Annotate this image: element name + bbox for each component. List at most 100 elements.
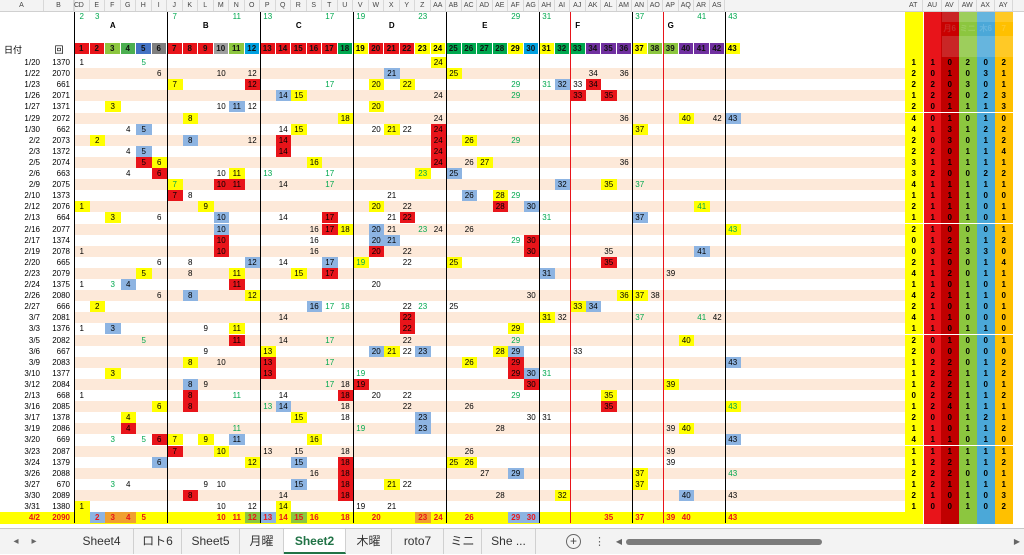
column-header[interactable]: AB	[446, 0, 462, 11]
hit-cell[interactable]: 40	[678, 112, 694, 124]
draw-number-cell[interactable]: 2089	[52, 490, 70, 500]
summary-cell[interactable]: 2	[924, 356, 942, 368]
summary-cell[interactable]: 0	[995, 323, 1013, 335]
summary-cell[interactable]: 1	[924, 212, 942, 224]
summary-cell[interactable]: 1	[959, 412, 977, 424]
hit-cell[interactable]: 4	[126, 169, 131, 178]
hit-cell[interactable]: 27	[480, 468, 490, 478]
summary-cell[interactable]: 1	[977, 234, 995, 246]
summary-cell[interactable]: 1	[924, 156, 942, 168]
column-header[interactable]: AQ	[679, 0, 694, 11]
hit-cell[interactable]: 5	[136, 267, 152, 279]
summary-cell[interactable]: 2	[905, 145, 923, 157]
summary-cell[interactable]: 1	[905, 90, 923, 102]
hit-cell[interactable]: 18	[337, 223, 353, 235]
draw-number-cell[interactable]: 1380	[52, 502, 70, 511]
hit-cell[interactable]: 22	[402, 391, 412, 400]
draw-number-cell[interactable]: 666	[56, 302, 70, 312]
hit-cell[interactable]: 37	[635, 180, 645, 190]
highlight-hit-cell[interactable]: 35	[601, 512, 617, 524]
summary-cell[interactable]: 1	[959, 423, 977, 435]
hit-cell[interactable]: 15	[291, 267, 307, 279]
summary-cell[interactable]: 0	[977, 345, 995, 357]
summary-cell[interactable]: 0	[977, 190, 995, 202]
summary-cell[interactable]: 1	[924, 423, 942, 435]
hit-cell[interactable]: 11	[229, 101, 245, 113]
summary-cell[interactable]: 0	[959, 256, 977, 268]
summary-cell[interactable]: 0	[924, 345, 942, 357]
summary-cell[interactable]: 3	[959, 79, 977, 91]
hit-cell[interactable]: 26	[464, 224, 474, 234]
sheet-tab[interactable]: Sheet5	[182, 529, 240, 554]
date-cell[interactable]: 3/24	[24, 457, 40, 467]
hit-cell[interactable]: 16	[309, 468, 319, 478]
summary-cell[interactable]: 1	[977, 179, 995, 191]
add-sheet-icon[interactable]: +	[566, 534, 581, 549]
date-cell[interactable]: 3/7	[28, 313, 40, 323]
column-header[interactable]: AK	[586, 0, 601, 11]
hit-cell[interactable]: 12	[244, 79, 260, 91]
hit-cell[interactable]: 13	[260, 356, 276, 368]
hit-cell[interactable]: 14	[278, 391, 288, 400]
summary-cell[interactable]: 1	[941, 101, 959, 113]
highlight-hit-cell[interactable]: 10	[213, 512, 229, 524]
hit-cell[interactable]: 20	[368, 245, 384, 257]
hit-cell[interactable]: 22	[402, 202, 412, 212]
summary-cell[interactable]: 1	[959, 234, 977, 246]
summary-cell[interactable]: 1	[995, 79, 1013, 91]
hit-cell[interactable]: 17	[325, 302, 335, 312]
hit-cell[interactable]: 15	[291, 478, 307, 490]
summary-cell[interactable]: 1	[959, 367, 977, 379]
column-header[interactable]: L	[198, 0, 214, 11]
hit-cell[interactable]: 12	[247, 102, 257, 112]
draw-number-cell[interactable]: 2076	[52, 202, 70, 212]
hit-cell[interactable]: 6	[151, 434, 167, 446]
hit-cell[interactable]: 14	[278, 257, 288, 267]
hit-cell[interactable]: 6	[151, 156, 167, 168]
hit-cell[interactable]: 17	[325, 335, 335, 345]
hit-cell[interactable]: 22	[402, 246, 412, 256]
hit-cell[interactable]: 29	[511, 335, 521, 345]
summary-cell[interactable]: 1	[924, 234, 942, 246]
hit-cell[interactable]: 41	[694, 201, 710, 213]
summary-cell[interactable]: 1	[959, 456, 977, 468]
hit-cell[interactable]: 17	[325, 80, 335, 90]
hit-cell[interactable]: 16	[306, 301, 322, 313]
summary-cell[interactable]: 0	[977, 501, 995, 513]
summary-cell[interactable]: 0	[941, 168, 959, 180]
hit-cell[interactable]: 37	[632, 478, 648, 490]
column-header[interactable]: K	[183, 0, 198, 11]
summary-cell[interactable]: 0	[995, 345, 1013, 357]
highlight-hit-cell[interactable]: 5	[136, 512, 152, 524]
summary-cell[interactable]: 0	[995, 434, 1013, 446]
summary-cell[interactable]: 0	[941, 212, 959, 224]
summary-cell[interactable]: 2	[977, 123, 995, 135]
summary-cell[interactable]: 0	[995, 190, 1013, 202]
hit-cell[interactable]: 21	[387, 502, 397, 511]
hit-cell[interactable]: 15	[291, 456, 307, 468]
summary-cell[interactable]: 2	[924, 367, 942, 379]
hit-cell[interactable]: 18	[340, 302, 350, 312]
column-header[interactable]: AG	[524, 0, 539, 11]
hit-cell[interactable]: 9	[203, 346, 208, 356]
summary-cell[interactable]: 2	[905, 345, 923, 357]
hit-cell[interactable]: 21	[384, 68, 400, 80]
hit-cell[interactable]: 6	[157, 213, 162, 223]
hit-cell[interactable]: 3	[110, 479, 115, 489]
hit-cell[interactable]: 31	[539, 267, 555, 279]
summary-cell[interactable]: 1	[941, 290, 959, 302]
hit-cell[interactable]: 10	[216, 357, 226, 367]
summary-cell[interactable]: 0	[977, 57, 995, 69]
hit-cell[interactable]: 23	[415, 168, 431, 180]
hit-cell[interactable]: 12	[247, 135, 257, 145]
hit-cell[interactable]: 6	[157, 257, 162, 267]
date-cell[interactable]: 2/27	[24, 302, 40, 312]
draw-number-cell[interactable]: 1376	[52, 324, 70, 334]
summary-cell[interactable]: 0	[941, 145, 959, 157]
summary-cell[interactable]: 1	[941, 312, 959, 324]
summary-cell[interactable]: 2	[941, 390, 959, 402]
hit-cell[interactable]: 21	[387, 191, 397, 201]
hit-cell[interactable]: 3	[105, 212, 121, 224]
hit-cell[interactable]: 1	[79, 246, 84, 256]
hit-cell[interactable]: 33	[573, 346, 583, 356]
